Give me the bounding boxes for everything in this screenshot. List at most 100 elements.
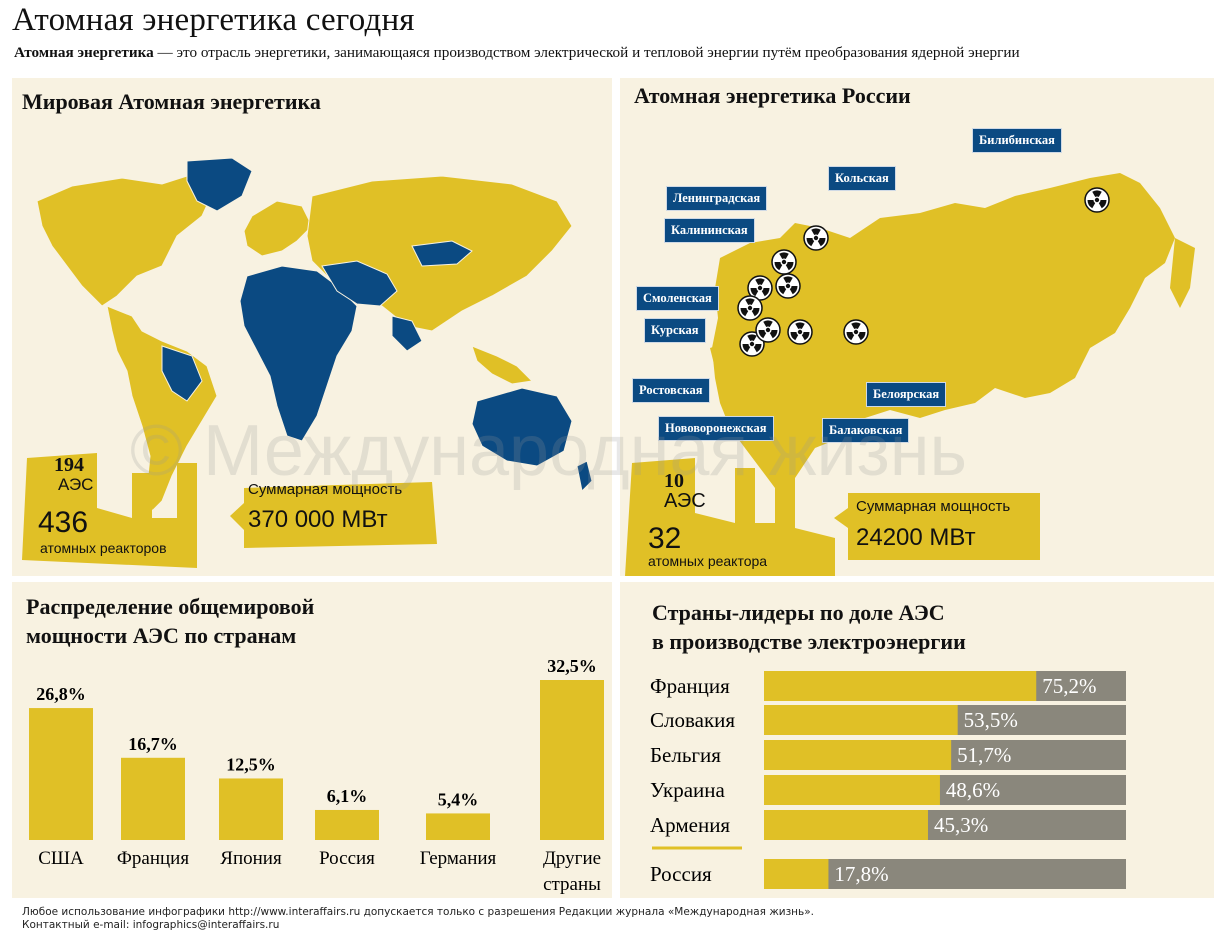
bar	[764, 810, 928, 840]
category-label: Словакия	[650, 708, 735, 732]
category-label: Украина	[650, 778, 726, 802]
footer-contact: Контактный e-mail: infographics@interaff…	[22, 919, 280, 931]
bar-value-label: 51,7%	[957, 743, 1011, 767]
bar	[764, 671, 1037, 701]
russia-reactors-count: 32	[648, 522, 682, 555]
capacity-badge	[834, 493, 1040, 560]
radiation-icon	[1084, 187, 1110, 213]
world-stats-factory	[22, 453, 437, 568]
station-label: Балаковская	[822, 418, 910, 443]
world-capacity-value: 370 000 МВт	[248, 506, 388, 533]
bar	[764, 859, 829, 889]
bar	[29, 708, 93, 840]
station-label: Курская	[644, 318, 706, 343]
bar-value-label: 26,8%	[36, 684, 86, 704]
radiation-icon	[747, 275, 773, 301]
distribution-chart: 26,8% США 16,7% Франция 12,5% Япония 6,1% Росси…	[29, 656, 604, 895]
category-label: Франция	[650, 674, 730, 698]
russia-map	[710, 173, 1195, 488]
bar-value-label: 16,7%	[128, 734, 178, 754]
category-label: Россия	[319, 848, 375, 869]
distribution-title: Распределение общемировой мощности АЭС п…	[26, 592, 314, 650]
bar	[426, 813, 490, 840]
station-label: Нововоронежская	[658, 416, 774, 441]
world-reactors-label: атомных реакторов	[40, 540, 167, 556]
category-label: Армения	[650, 813, 730, 837]
russia-territory	[712, 173, 1175, 488]
station-label: Белоярская	[866, 382, 947, 407]
bar	[121, 757, 185, 840]
bar-value-label: 17,8%	[834, 862, 888, 886]
footer-usage-note: Любое использование инфографики http://w…	[22, 906, 814, 918]
bar	[540, 680, 604, 840]
radiation-icon	[739, 331, 765, 357]
subtitle-term: Атомная энергетика	[14, 44, 154, 61]
leaders-panel: Страны-лидеры по доле АЭС в производстве…	[620, 582, 1214, 898]
radiation-icon	[737, 295, 763, 321]
category-label: Франция	[117, 848, 189, 869]
bar-value-label: 6,1%	[327, 786, 368, 806]
russia-stats-factory	[625, 458, 1040, 576]
radiation-icon	[755, 317, 781, 343]
radiation-icon	[803, 225, 829, 251]
factory-silhouette	[625, 458, 835, 576]
russia-plants-count: 10	[664, 470, 684, 492]
russia-panel: Атомная энергетика России Билибинская Кол…	[620, 78, 1214, 576]
world-map	[36, 157, 593, 513]
station-label: Смоленская	[636, 286, 719, 311]
station-label: Ростовская	[632, 378, 710, 403]
russia-capacity-label: Суммарная мощность	[856, 498, 1011, 515]
station-label: Кольская	[828, 166, 896, 191]
world-panel: Мировая Атомная энергетика	[12, 78, 612, 576]
leaders-title-line2: в производстве электроэнергии	[652, 629, 966, 654]
station-label: Билибинская	[972, 128, 1062, 153]
russia-reactors-label: атомных реактора	[648, 553, 768, 569]
category-label: Бельгия	[650, 743, 721, 767]
russia-panel-title: Атомная энергетика России	[634, 83, 911, 108]
factory-silhouette	[22, 453, 197, 568]
station-markers	[737, 187, 1110, 357]
bar-value-label: 12,5%	[226, 754, 276, 774]
bar-value-label: 75,2%	[1042, 674, 1096, 698]
world-capacity-label: Суммарная мощность	[248, 481, 403, 498]
page-title: Атомная энергетика сегодня	[12, 2, 415, 38]
distribution-title-line1: Распределение общемировой	[26, 594, 315, 619]
category-label: Япония	[220, 848, 282, 869]
bar	[764, 740, 952, 770]
leaders-title: Страны-лидеры по доле АЭС в производстве…	[652, 598, 966, 656]
radiation-icon	[843, 319, 869, 345]
russia-capacity-value: 24200 МВт	[856, 524, 976, 551]
station-label: Ленинградская	[666, 186, 768, 211]
bar-value-label: 32,5%	[547, 656, 597, 676]
bar-value-label: 5,4%	[438, 789, 479, 809]
capacity-badge	[230, 482, 437, 548]
radiation-icon	[771, 249, 797, 275]
bar-value-label: 48,6%	[946, 778, 1000, 802]
distribution-title-line2: мощности АЭС по странам	[26, 623, 297, 648]
world-plants-label: АЭС	[58, 475, 94, 494]
world-plants-count: 194	[54, 454, 84, 476]
category-label: Германия	[420, 848, 497, 869]
radiation-icon	[775, 273, 801, 299]
bar	[315, 809, 379, 840]
bar	[764, 775, 940, 805]
world-panel-title: Мировая Атомная энергетика	[22, 89, 321, 114]
page-subtitle: Атомная энергетика — это отрасль энергет…	[14, 44, 1020, 62]
bar-value-label: 53,5%	[964, 708, 1018, 732]
leaders-chart: Франция 75,2% Словакия 53,5% Бельгия 51,7% Укр…	[650, 671, 1126, 889]
radiation-icon	[787, 319, 813, 345]
distribution-panel: Распределение общемировой мощности АЭС п…	[12, 582, 612, 898]
russia-plants-label: АЭС	[664, 490, 706, 512]
station-label: Калининская	[664, 218, 755, 243]
bar	[764, 705, 958, 735]
category-label: Россия	[650, 862, 712, 886]
subtitle-definition: — это отрасль энергетики, занимающаяся п…	[153, 44, 1020, 61]
leaders-title-line1: Страны-лидеры по доле АЭС	[652, 600, 945, 625]
category-label: США	[38, 848, 84, 869]
category-label: страны	[543, 874, 601, 895]
bar-value-label: 45,3%	[934, 813, 988, 837]
bar	[219, 778, 283, 840]
footer: Любое использование инфографики http://w…	[22, 906, 814, 932]
category-label: Другие	[543, 848, 601, 869]
world-reactors-count: 436	[38, 506, 89, 539]
